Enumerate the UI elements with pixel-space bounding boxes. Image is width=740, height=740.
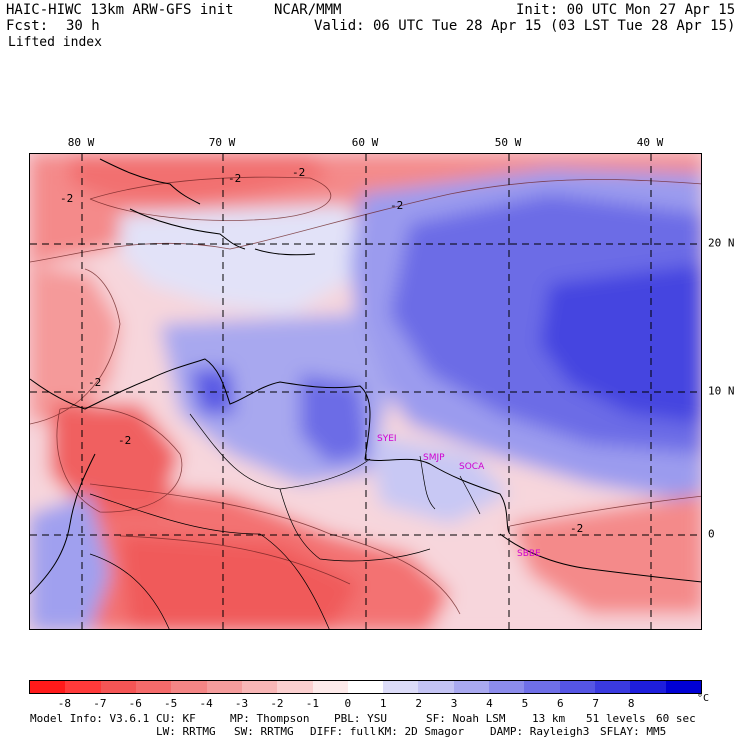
contour-label: -2	[228, 172, 241, 185]
color-swatch	[595, 681, 631, 693]
contour-label: -2	[570, 522, 583, 535]
contour-label: -2	[88, 376, 101, 389]
coastlines	[30, 158, 701, 595]
colorbar-tick-label: -6	[128, 697, 142, 710]
sf-scheme: SF: Noah LSM	[426, 712, 506, 725]
colorbar-tick-label: 8	[627, 697, 635, 710]
shaded-field	[30, 154, 701, 629]
lon-label-40w: 40 W	[636, 136, 664, 149]
lon-label-80w: 80 W	[67, 136, 95, 149]
diff-option: DIFF: full	[310, 725, 377, 738]
contour-lines	[30, 176, 701, 615]
model-info: Model Info: V3.6.1	[30, 712, 150, 725]
colorbar-tick-label: 1	[379, 697, 387, 710]
color-swatch	[383, 681, 419, 693]
field-name: Lifted index	[8, 35, 102, 50]
station-syei: SYEI	[377, 434, 397, 444]
colorbar-tick-label: 6	[557, 697, 564, 710]
sflay-option: SFLAY: MM5	[600, 725, 667, 738]
forecast-label: Fcst:	[6, 18, 49, 34]
color-swatch	[453, 681, 490, 693]
colorbar-tick-label: -2	[270, 697, 284, 710]
lon-label-70w: 70 W	[208, 136, 236, 149]
colorbar-tick-label: 0	[344, 697, 352, 710]
color-swatch	[524, 681, 560, 693]
pbl-scheme: PBL: YSU	[334, 712, 387, 725]
lat-label-equator: 0	[708, 527, 715, 541]
unit-label: °C	[697, 693, 710, 704]
colorbar-tick-label: -7	[93, 697, 107, 710]
colorbar-tick-label: 3	[450, 697, 458, 710]
colorbar-tick-label: 5	[521, 697, 529, 710]
lat-label-10n: 10 N	[708, 384, 735, 398]
contour-label: -2	[60, 192, 73, 205]
color-swatch	[241, 681, 278, 693]
forecast-hour: 30 h	[66, 18, 100, 34]
color-swatch	[206, 681, 242, 693]
colorbar-tick-label: 4	[486, 697, 493, 710]
lon-label-60w: 60 W	[351, 136, 379, 149]
resolution: 13 km	[532, 712, 566, 725]
color-swatch	[65, 681, 101, 693]
vertical-levels: 51 levels	[586, 712, 646, 725]
model-title: HAIC-HIWC 13km ARW-GFS init	[6, 2, 234, 18]
color-swatch	[630, 681, 666, 693]
km-option: KM: 2D Smagor	[378, 725, 465, 738]
contour-label: -2	[390, 199, 403, 212]
color-swatch	[135, 681, 172, 693]
colorbar-tick-label: 2	[415, 697, 422, 710]
colorbar-tick-label: -4	[199, 697, 213, 710]
damp-option: DAMP: Rayleigh3	[490, 725, 590, 738]
color-swatch	[277, 681, 313, 693]
station-sbbe: SBBE	[517, 549, 541, 559]
colorbar-tick-label: -5	[164, 697, 178, 710]
lw-scheme: LW: RRTMG	[156, 725, 216, 738]
color-swatch	[665, 681, 701, 693]
colorbar-tick-label: -3	[234, 697, 249, 710]
color-scale-bar	[29, 680, 702, 694]
lat-lon-grid	[30, 154, 701, 629]
contour-label: -2	[118, 434, 131, 447]
lifted-index-map: -2 -2 -2 -2 -2 -2 -2 SYEI SMJP SOCA SBBE	[29, 153, 702, 630]
mp-scheme: MP: Thompson	[230, 712, 310, 725]
colorbar-tick-label: -8	[57, 697, 72, 710]
sw-scheme: SW: RRTMG	[234, 725, 294, 738]
color-swatch	[559, 681, 595, 693]
cu-scheme: CU: KF	[156, 712, 196, 725]
organization: NCAR/MMM	[274, 2, 342, 18]
color-swatch	[347, 681, 384, 693]
lat-label-20n: 20 N	[708, 236, 735, 250]
color-swatch	[100, 681, 136, 693]
color-swatch	[30, 681, 66, 693]
color-swatch	[171, 681, 207, 693]
colorbar-tick-label: 7	[592, 697, 600, 710]
station-smjp: SMJP	[423, 453, 445, 463]
color-swatch	[489, 681, 525, 693]
color-swatch	[418, 681, 454, 693]
contour-label: -2	[292, 166, 305, 179]
init-time: Init: 00 UTC Mon 27 Apr 15	[516, 2, 736, 18]
station-soca: SOCA	[459, 462, 485, 472]
color-swatch	[312, 681, 348, 693]
colorbar-tick-label: -1	[305, 697, 319, 710]
country-borders	[89, 413, 481, 629]
lon-label-50w: 50 W	[494, 136, 522, 149]
valid-time: Valid: 06 UTC Tue 28 Apr 15 (03 LST Tue …	[314, 18, 736, 34]
time-step: 60 sec	[656, 712, 696, 725]
